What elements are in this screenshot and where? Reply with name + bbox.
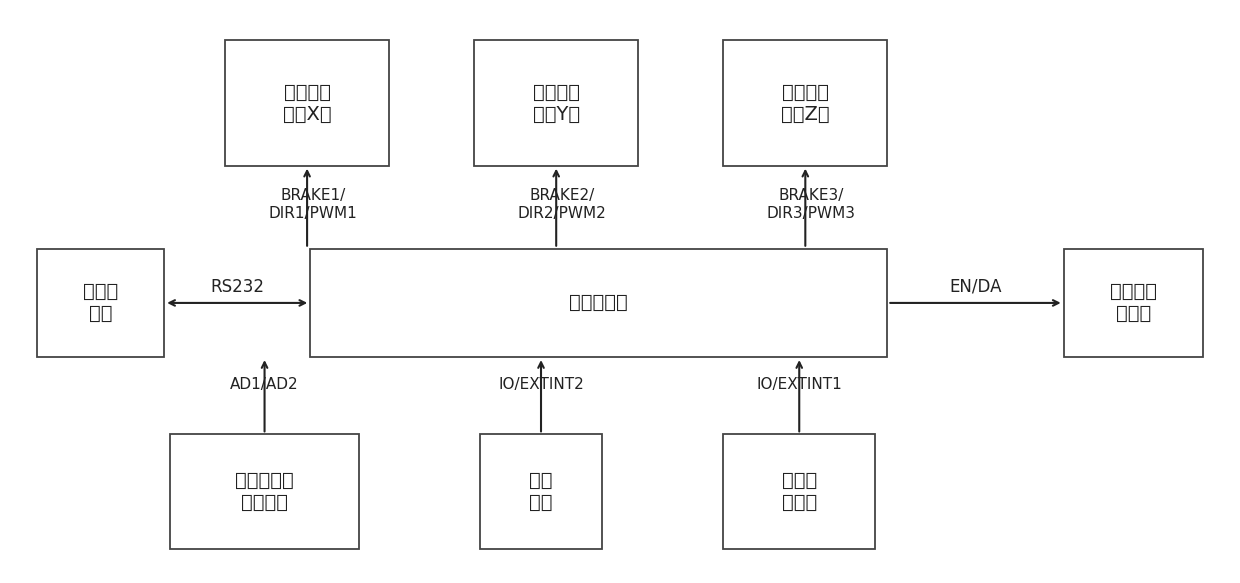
Bar [480, 434, 601, 549]
Bar [723, 434, 875, 549]
Bar [170, 434, 358, 549]
Bar [224, 40, 389, 166]
Text: BRAKE2/
DIR2/PWM2: BRAKE2/ DIR2/PWM2 [518, 188, 606, 220]
Text: EN/DA: EN/DA [949, 278, 1002, 296]
Text: IO/EXTINT1: IO/EXTINT1 [756, 377, 842, 392]
Bar [723, 40, 888, 166]
Text: 电机驱动
模块Z轴: 电机驱动 模块Z轴 [781, 82, 830, 124]
Text: RS232: RS232 [211, 278, 264, 296]
Text: 按键
模块: 按键 模块 [529, 471, 553, 512]
Text: BRAKE1/
DIR1/PWM1: BRAKE1/ DIR1/PWM1 [269, 188, 357, 220]
Text: 限位开
关模块: 限位开 关模块 [781, 471, 817, 512]
Text: AD1/AD2: AD1/AD2 [231, 377, 299, 392]
Text: IO/EXTINT2: IO/EXTINT2 [498, 377, 584, 392]
Text: BRAKE3/
DIR3/PWM3: BRAKE3/ DIR3/PWM3 [766, 188, 856, 220]
Text: 电磁铁驱
动模块: 电磁铁驱 动模块 [1110, 282, 1157, 324]
Text: 下位机模块: 下位机模块 [569, 293, 629, 312]
Bar [310, 249, 888, 357]
Text: 电机驱动
模块Y轴: 电机驱动 模块Y轴 [533, 82, 580, 124]
Text: 传感器信号
调理模块: 传感器信号 调理模块 [236, 471, 294, 512]
Bar [37, 249, 164, 357]
Bar [1064, 249, 1203, 357]
Text: 电机驱动
模块X轴: 电机驱动 模块X轴 [283, 82, 331, 124]
Bar [474, 40, 639, 166]
Text: 上位机
模块: 上位机 模块 [83, 282, 118, 324]
